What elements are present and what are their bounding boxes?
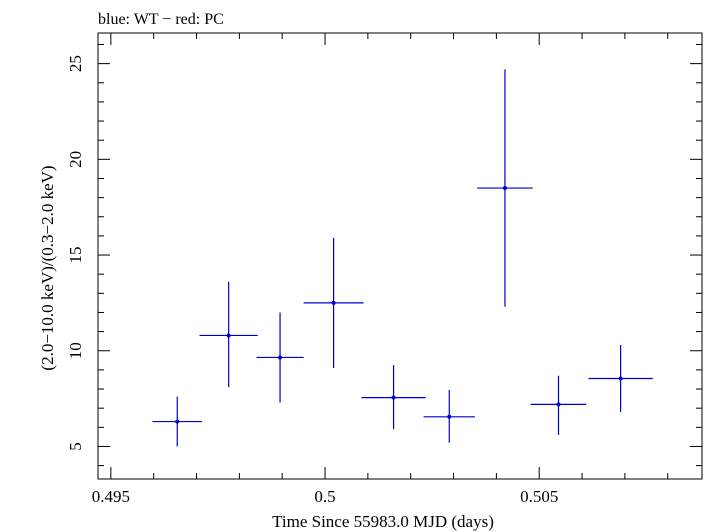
y-tick-label: 5 (66, 442, 85, 451)
y-tick-label: 25 (66, 55, 85, 72)
y-tick-label: 15 (66, 247, 85, 264)
point-marker (502, 186, 507, 191)
data-point (477, 69, 533, 307)
x-axis-label: Time Since 55983.0 MJD (days) (272, 512, 494, 531)
point-marker (175, 419, 180, 424)
data-point (423, 389, 475, 443)
y-axis-label: (2.0−10.0 keV)/(0.3−2.0 keV) (38, 165, 57, 370)
x-tick-label: 0.495 (92, 487, 130, 506)
data-point (588, 345, 653, 413)
point-marker (391, 395, 396, 400)
x-tick-label: 0.505 (520, 487, 558, 506)
data-points (152, 69, 653, 447)
data-point (530, 375, 587, 435)
data-point (152, 396, 203, 447)
point-marker (226, 333, 231, 338)
data-point (361, 365, 426, 430)
point-marker (278, 355, 283, 360)
point-marker (556, 402, 561, 407)
axis-ticks (98, 33, 702, 479)
data-point (199, 281, 258, 388)
x-tick-label: 0.5 (314, 487, 335, 506)
y-tick-label: 20 (66, 151, 85, 168)
plot-frame (97, 32, 703, 480)
tick-labels: 0.495 0.5 0.505 5 10 15 20 25 (66, 55, 558, 506)
point-marker (331, 300, 336, 305)
data-point (303, 237, 364, 368)
chart-title: blue: WT − red: PC (98, 11, 224, 28)
point-marker (447, 414, 452, 419)
data-point (256, 312, 304, 403)
point-marker (618, 376, 623, 381)
y-tick-label: 10 (66, 342, 85, 359)
